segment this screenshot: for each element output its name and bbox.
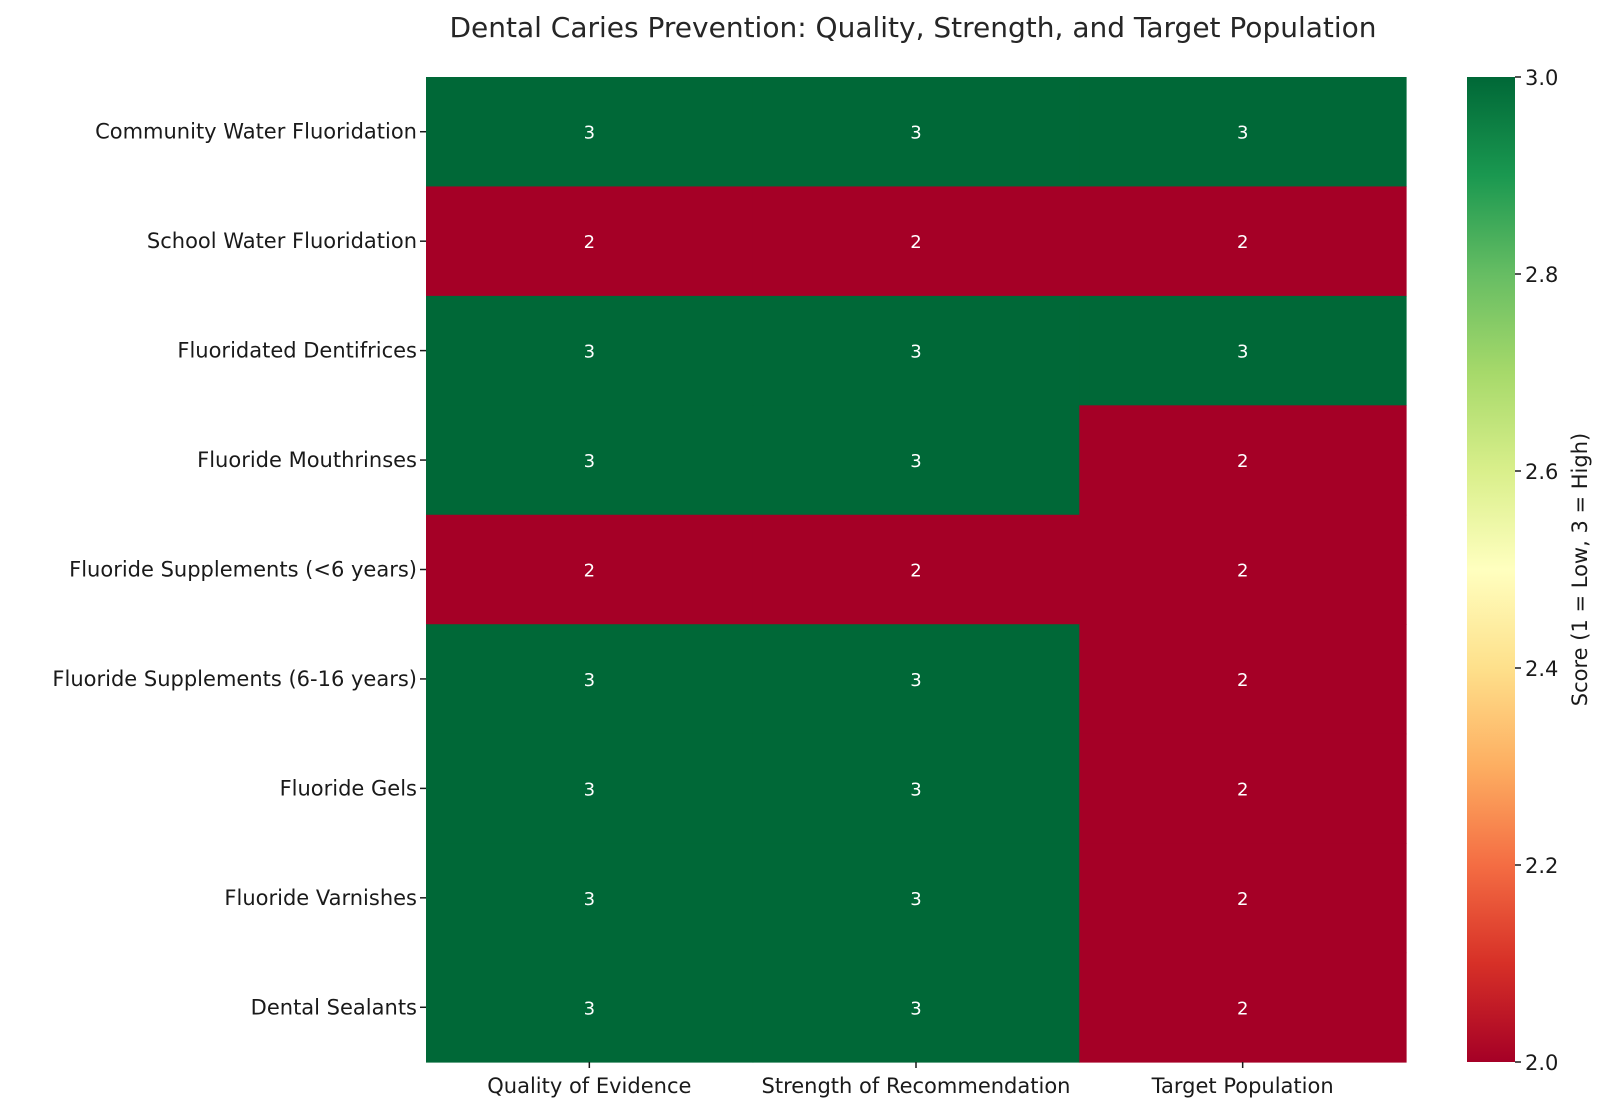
cell-value-label: 3 [910, 342, 921, 363]
column-label: Quality of Evidence [487, 1074, 691, 1098]
heatmap-cells [426, 77, 1407, 1063]
cell-value-label: 3 [910, 123, 921, 144]
cell-value-label: 3 [910, 670, 921, 691]
cell-value-label: 2 [1237, 232, 1248, 253]
heatmap-cell [1079, 514, 1407, 625]
cell-value-label: 3 [910, 889, 921, 910]
heatmap-cell [1079, 295, 1407, 406]
colorbar-tick-label: 2.6 [1525, 460, 1558, 484]
row-label: Fluoridated Dentifrices [177, 339, 417, 363]
heatmap-cell [1079, 405, 1407, 516]
colorbar-tick-label: 2.0 [1525, 1051, 1558, 1075]
row-label: Dental Sealants [251, 995, 417, 1019]
heatmap-cell [752, 77, 1080, 188]
cell-value-label: 3 [584, 123, 595, 144]
colorbar-tick-label: 2.4 [1525, 657, 1558, 681]
heatmap-cell [426, 186, 754, 297]
cell-value-label: 3 [584, 670, 595, 691]
row-label: Fluoride Gels [280, 776, 417, 800]
heatmap-cell [1079, 624, 1407, 735]
cell-value-label: 3 [910, 451, 921, 472]
cell-value-label: 2 [910, 232, 921, 253]
heatmap-cell [1079, 733, 1407, 844]
heatmap-cell [752, 624, 1080, 735]
heatmap-cell [426, 295, 754, 406]
heatmap-cell [426, 952, 754, 1063]
heatmap-cell [752, 405, 1080, 516]
cell-value-label: 3 [1237, 123, 1248, 144]
cell-value-labels: 3 3 3 2 2 2 3 3 3 3 3 2 2 2 2 3 3 2 3 3 2 3 3 2 3 3 2 [584, 123, 1249, 1020]
heatmap-cell [426, 624, 754, 735]
row-labels: Community Water Fluoridation School Water… [52, 120, 426, 1019]
cell-value-label: 2 [1237, 998, 1248, 1019]
heatmap-cell [1079, 843, 1407, 954]
cell-value-label: 2 [1237, 889, 1248, 910]
heatmap-cell [426, 405, 754, 516]
cell-value-label: 2 [1237, 779, 1248, 800]
heatmap-cell [752, 295, 1080, 406]
chart-title: Dental Caries Prevention: Quality, Stren… [449, 11, 1376, 44]
row-label: Fluoride Supplements (6-16 years) [52, 667, 417, 691]
cell-value-label: 2 [1237, 451, 1248, 472]
heatmap-cell [426, 77, 754, 188]
colorbar: 2.0 2.2 2.4 2.6 2.8 3.0 Score (1 = Low, 3 = H… [1467, 66, 1592, 1075]
heatmap-cell [426, 733, 754, 844]
cell-value-label: 3 [910, 779, 921, 800]
heatmap-cell [1079, 77, 1407, 188]
cell-value-label: 3 [584, 998, 595, 1019]
heatmap-cell [426, 843, 754, 954]
row-label: Fluoride Mouthrinses [197, 448, 417, 472]
colorbar-label: Score (1 = Low, 3 = High) [1568, 433, 1592, 706]
colorbar-tick-label: 2.2 [1525, 854, 1558, 878]
cell-value-label: 3 [1237, 342, 1248, 363]
cell-value-label: 2 [584, 232, 595, 253]
colorbar-gradient [1467, 77, 1515, 1062]
row-label: Fluoride Varnishes [224, 886, 417, 910]
cell-value-label: 3 [584, 342, 595, 363]
cell-value-label: 2 [910, 561, 921, 582]
cell-value-label: 2 [1237, 670, 1248, 691]
row-label: Community Water Fluoridation [95, 120, 417, 144]
heatmap-cell [1079, 952, 1407, 1063]
heatmap-cell [752, 514, 1080, 625]
cell-value-label: 3 [584, 451, 595, 472]
cell-value-label: 3 [910, 998, 921, 1019]
heatmap-cell [426, 514, 754, 625]
row-label: Fluoride Supplements (<6 years) [69, 558, 417, 582]
column-label: Target Population [1151, 1074, 1334, 1098]
heatmap-cell [752, 733, 1080, 844]
colorbar-tick-label: 3.0 [1525, 66, 1558, 90]
colorbar-tick-label: 2.8 [1525, 263, 1558, 287]
cell-value-label: 2 [584, 561, 595, 582]
row-label: School Water Fluoridation [147, 229, 417, 253]
colorbar-ticks: 2.0 2.2 2.4 2.6 2.8 3.0 [1515, 66, 1558, 1075]
heatmap-cell [1079, 186, 1407, 297]
cell-value-label: 3 [584, 779, 595, 800]
cell-value-label: 2 [1237, 561, 1248, 582]
heatmap-cell [752, 952, 1080, 1063]
column-label: Strength of Recommendation [762, 1074, 1071, 1098]
cell-value-label: 3 [584, 889, 595, 910]
heatmap-cell [752, 843, 1080, 954]
column-labels: Quality of Evidence Strength of Recommend… [487, 1062, 1334, 1098]
heatmap-cell [752, 186, 1080, 297]
